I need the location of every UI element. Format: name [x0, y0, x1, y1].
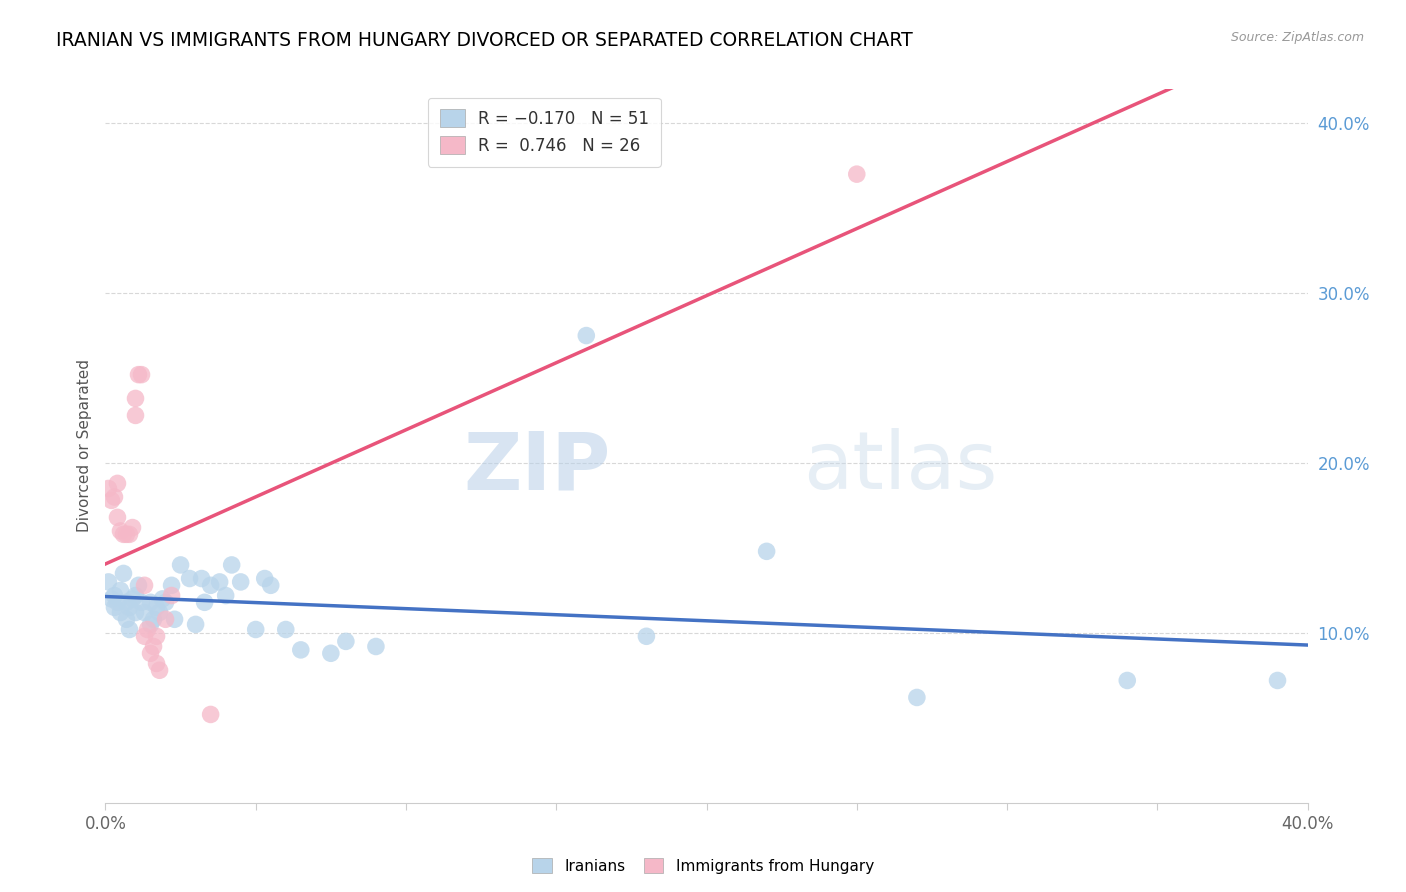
Point [134, 629, 156, 643]
Point [110, 583, 132, 598]
Point [128, 368, 150, 382]
Point [194, 595, 217, 609]
Point [845, 167, 868, 181]
Point [1267, 673, 1289, 688]
Point [97, 482, 120, 496]
Point [100, 591, 122, 606]
Point [121, 520, 143, 534]
Text: IRANIAN VS IMMIGRANTS FROM HUNGARY DIVORCED OR SEPARATED CORRELATION CHART: IRANIAN VS IMMIGRANTS FROM HUNGARY DIVOR… [56, 31, 912, 50]
Point [139, 595, 162, 609]
Point [115, 595, 138, 609]
Point [636, 629, 658, 643]
Point [100, 493, 122, 508]
Point [107, 476, 129, 491]
Point [118, 600, 141, 615]
Point [575, 328, 598, 343]
Point [103, 490, 125, 504]
Point [112, 527, 135, 541]
Point [155, 612, 177, 626]
Point [253, 572, 276, 586]
Point [290, 643, 312, 657]
Point [107, 510, 129, 524]
Point [115, 527, 138, 541]
Point [131, 595, 153, 609]
Point [142, 612, 165, 626]
Point [160, 589, 183, 603]
Text: Source: ZipAtlas.com: Source: ZipAtlas.com [1230, 31, 1364, 45]
Point [142, 640, 165, 654]
Point [97, 574, 120, 589]
Point [103, 589, 125, 603]
Point [131, 368, 153, 382]
Point [1116, 673, 1139, 688]
Point [214, 589, 236, 603]
Point [124, 392, 146, 406]
Point [208, 574, 231, 589]
Point [110, 606, 132, 620]
Legend: R = −0.170   N = 51, R =  0.746   N = 26: R = −0.170 N = 51, R = 0.746 N = 26 [427, 97, 661, 167]
Point [139, 617, 162, 632]
Point [179, 572, 201, 586]
Point [134, 606, 156, 620]
Point [190, 572, 212, 586]
Point [755, 544, 778, 558]
Text: atlas: atlas [803, 428, 997, 507]
Point [124, 409, 146, 423]
Point [335, 634, 357, 648]
Point [124, 606, 146, 620]
Point [148, 606, 170, 620]
Point [155, 595, 177, 609]
Point [134, 578, 156, 592]
Point [200, 578, 222, 592]
Point [905, 690, 928, 705]
Point [136, 623, 159, 637]
Y-axis label: Divorced or Separated: Divorced or Separated [76, 359, 91, 533]
Point [121, 591, 143, 606]
Point [184, 617, 207, 632]
Point [148, 663, 170, 677]
Point [229, 574, 252, 589]
Point [118, 527, 141, 541]
Point [139, 646, 162, 660]
Point [118, 623, 141, 637]
Point [274, 623, 297, 637]
Point [260, 578, 283, 592]
Text: ZIP: ZIP [463, 428, 610, 507]
Point [221, 558, 243, 572]
Point [128, 578, 150, 592]
Point [169, 558, 191, 572]
Point [110, 524, 132, 538]
Point [103, 600, 125, 615]
Point [160, 578, 183, 592]
Point [112, 566, 135, 581]
Point [145, 657, 167, 671]
Point [245, 623, 267, 637]
Legend: Iranians, Immigrants from Hungary: Iranians, Immigrants from Hungary [526, 852, 880, 880]
Point [107, 595, 129, 609]
Point [200, 707, 222, 722]
Point [124, 589, 146, 603]
Point [364, 640, 387, 654]
Point [145, 629, 167, 643]
Point [163, 612, 186, 626]
Point [152, 591, 174, 606]
Point [115, 612, 138, 626]
Point [319, 646, 342, 660]
Point [145, 600, 167, 615]
